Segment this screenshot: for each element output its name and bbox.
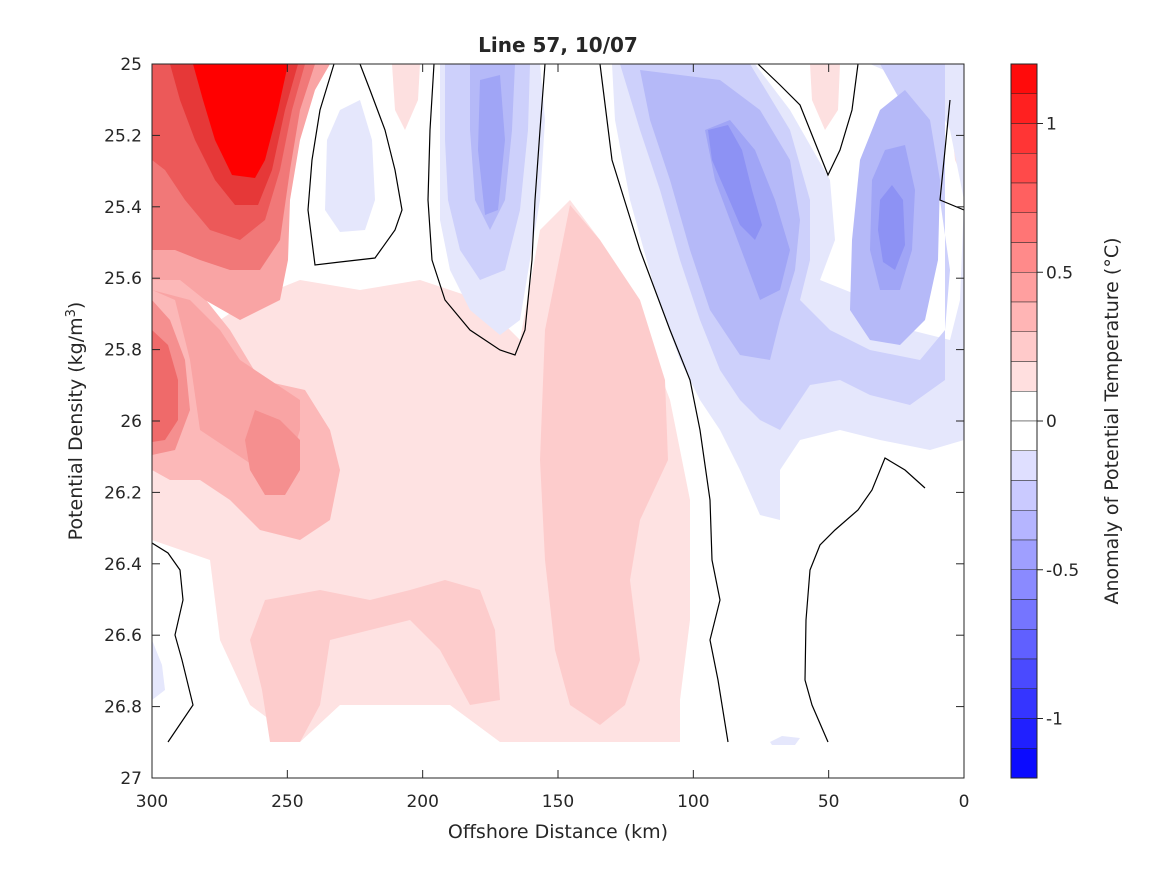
anomaly-region-warm-core-5	[193, 64, 288, 178]
colorbar-segment	[1010, 569, 1038, 600]
anomaly-region-cool-core-5	[708, 125, 905, 270]
y-tick-label: 27	[120, 769, 142, 789]
x-tick-label: 250	[271, 792, 303, 812]
y-tick-label: 25.6	[104, 269, 142, 289]
y-tick-label: 25.8	[104, 341, 142, 361]
colorbar-segment	[1010, 153, 1038, 184]
colorbar-segment	[1010, 688, 1038, 719]
y-tick-label: 26.4	[104, 555, 142, 575]
colorbar-segment	[1010, 123, 1038, 154]
y-tick-label: 26.8	[104, 698, 142, 718]
zero-contour-lines	[152, 64, 964, 743]
colorbar-label: Anomaly of Potential Temperature (°C)	[1101, 238, 1123, 605]
y-tick-label: 25.4	[104, 198, 142, 218]
anomaly-region-cool-patch	[325, 100, 375, 232]
y-axis-label: Potential Density (kg/m3)	[64, 302, 88, 541]
colorbar-segment	[1010, 658, 1038, 689]
y-tick-label: 26.2	[104, 483, 142, 503]
x-tick-label: 0	[959, 792, 970, 812]
x-tick-label: 100	[677, 792, 709, 812]
colorbar-tick-label: 0	[1046, 412, 1057, 432]
anomaly-region-cool-deep-offshore	[152, 640, 165, 700]
colorbar-segment	[1010, 480, 1038, 511]
y-axis: 25 25.2 25.4 25.6 25.8 26 26.2 26.4 26.6 26.8 27	[104, 55, 964, 789]
y-tick-label: 26	[120, 412, 142, 432]
x-tick-label: 50	[818, 792, 840, 812]
zero-contour	[599, 64, 729, 743]
colorbar-segment	[1010, 301, 1038, 332]
anomaly-region-warm-band	[540, 205, 668, 725]
colorbar-segment	[1010, 361, 1038, 392]
x-tick-label: 200	[406, 792, 438, 812]
y-tick-label: 26.6	[104, 626, 142, 646]
zero-contour	[804, 457, 926, 743]
zero-contour	[307, 64, 403, 266]
colorbar-segment	[1010, 629, 1038, 660]
colorbar-segment	[1010, 63, 1038, 94]
colorbar-tick-label: 0.5	[1046, 263, 1073, 283]
colorbar-segment	[1010, 539, 1038, 570]
zero-contour	[427, 64, 546, 356]
chart-title: Line 57, 10/07	[478, 33, 638, 57]
colorbar-segment	[1010, 748, 1038, 779]
colorbar-segment	[1010, 391, 1038, 422]
colorbar-segment	[1010, 450, 1038, 481]
y-tick-label: 25	[120, 55, 142, 75]
colorbar-segment	[1010, 331, 1038, 362]
zero-contour	[757, 64, 859, 177]
anomaly-region-cool-nearshore-4	[705, 120, 915, 300]
colorbar-segment	[1010, 420, 1038, 451]
anomaly-field	[152, 64, 964, 745]
anomaly-region-warm-lower	[250, 580, 500, 742]
x-axis: 300 250 200 150 100 50 0	[136, 64, 970, 812]
zero-contour	[939, 99, 964, 211]
x-axis-label: Offshore Distance (km)	[448, 821, 668, 843]
colorbar-segment	[1010, 182, 1038, 213]
zero-contour	[152, 542, 194, 743]
colorbar-segment	[1010, 599, 1038, 630]
colorbar-segment	[1010, 93, 1038, 124]
colorbar-segment	[1010, 272, 1038, 303]
colorbar: 1 0.5 0 -0.5 -1	[1010, 63, 1079, 779]
anomaly-region-warm-patch-top	[392, 64, 964, 180]
x-tick-label: 300	[136, 792, 168, 812]
colorbar-tick-label: 1	[1046, 115, 1057, 135]
anomaly-region-warm-flank	[152, 300, 300, 495]
y-tick-label: 25.2	[104, 126, 142, 146]
colorbar-segment	[1010, 510, 1038, 541]
x-tick-label: 150	[542, 792, 574, 812]
colorbar-tick-label: -1	[1046, 710, 1063, 730]
colorbar-segment	[1010, 718, 1038, 749]
anomaly-region-cool-intrusion-4	[478, 75, 505, 215]
anomaly-region-warm-flank-2	[152, 330, 178, 442]
anomaly-region-cool-deep-small	[770, 736, 800, 745]
colorbar-segment	[1010, 242, 1038, 273]
colorbar-tick-label: -0.5	[1046, 561, 1079, 581]
colorbar-segment	[1010, 212, 1038, 243]
